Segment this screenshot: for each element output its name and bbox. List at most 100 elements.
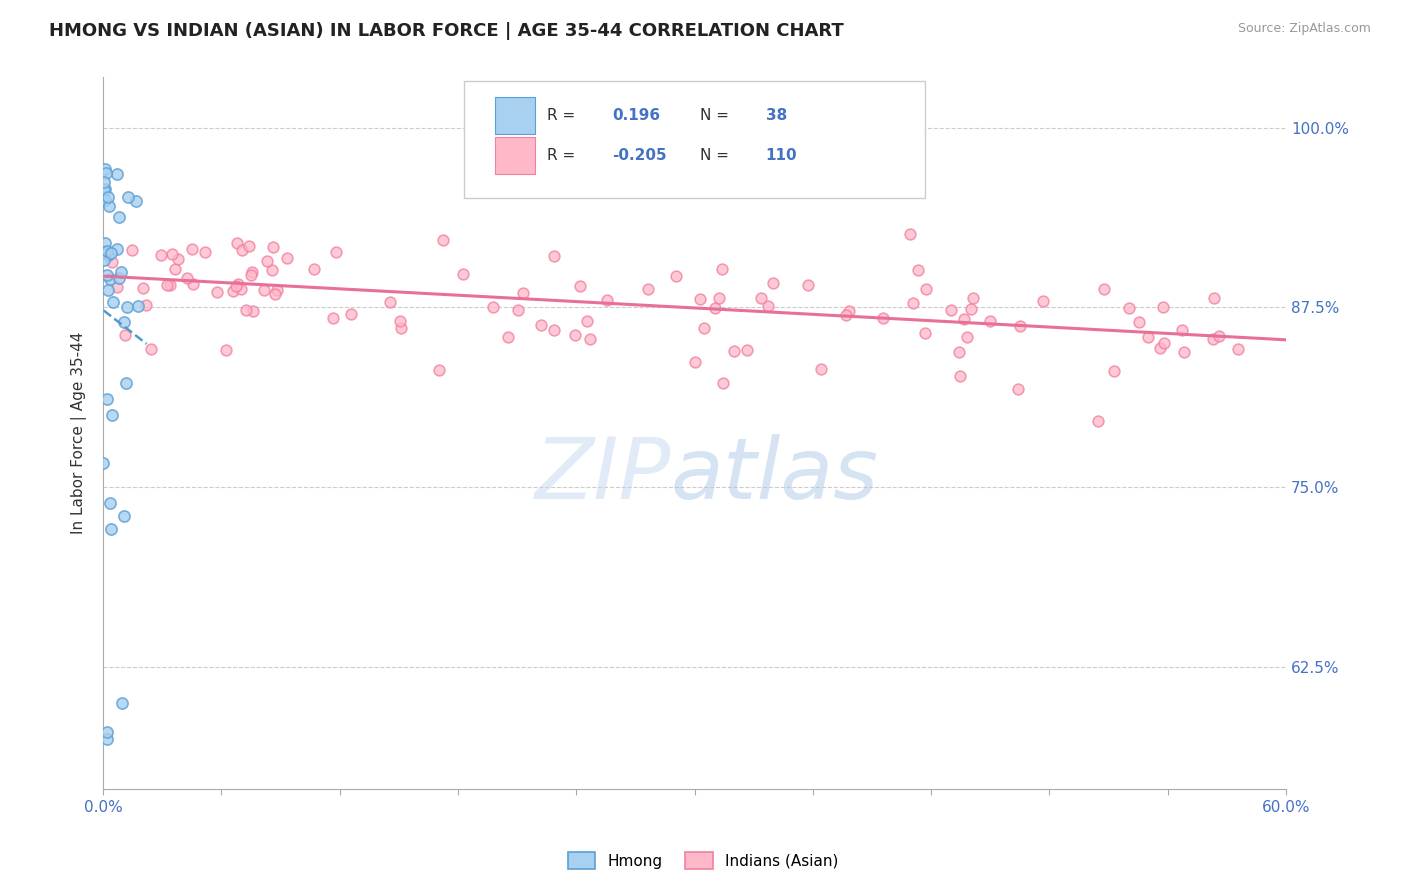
Point bbox=[683, 355, 706, 369]
Point bbox=[1153, 335, 1175, 350]
Point bbox=[709, 292, 731, 306]
Point bbox=[117, 190, 139, 204]
Point bbox=[125, 194, 148, 208]
Point bbox=[530, 318, 553, 332]
Point bbox=[1007, 382, 1029, 396]
Point bbox=[340, 307, 363, 321]
Point bbox=[96, 724, 118, 739]
Point bbox=[194, 245, 217, 260]
Point bbox=[388, 313, 411, 327]
Point bbox=[112, 315, 135, 329]
Point bbox=[915, 282, 938, 296]
Point bbox=[107, 167, 129, 181]
Point bbox=[1202, 332, 1225, 346]
Point bbox=[953, 311, 976, 326]
Point bbox=[949, 368, 972, 383]
Point bbox=[101, 255, 124, 269]
Point bbox=[105, 242, 128, 256]
Point bbox=[735, 343, 758, 358]
Point bbox=[614, 113, 637, 128]
Text: N =: N = bbox=[700, 148, 730, 163]
Point bbox=[98, 496, 121, 510]
Point bbox=[264, 287, 287, 301]
Point bbox=[1173, 345, 1195, 359]
Point bbox=[176, 271, 198, 285]
Point bbox=[756, 299, 779, 313]
Point bbox=[231, 244, 253, 258]
Point bbox=[98, 272, 121, 286]
Point bbox=[93, 194, 115, 208]
Point bbox=[1087, 414, 1109, 428]
Point bbox=[114, 376, 136, 390]
Text: 110: 110 bbox=[765, 148, 797, 163]
Point bbox=[165, 262, 187, 277]
Point bbox=[762, 277, 785, 291]
Text: R =: R = bbox=[547, 108, 575, 123]
Point bbox=[114, 328, 136, 343]
Point bbox=[94, 182, 117, 196]
Point bbox=[93, 175, 115, 189]
Point bbox=[93, 456, 115, 470]
Point bbox=[108, 271, 131, 285]
Point bbox=[96, 268, 118, 283]
Point bbox=[94, 235, 117, 250]
Point bbox=[543, 323, 565, 337]
Point bbox=[579, 332, 602, 346]
Point bbox=[180, 243, 202, 257]
Point bbox=[205, 285, 228, 300]
Point bbox=[221, 285, 243, 299]
Point bbox=[1136, 329, 1159, 343]
Point bbox=[121, 244, 143, 258]
Point bbox=[956, 330, 979, 344]
Point bbox=[159, 278, 181, 293]
Point bbox=[596, 293, 619, 307]
Point bbox=[256, 254, 278, 268]
Point bbox=[810, 361, 832, 376]
Point bbox=[903, 295, 925, 310]
Point bbox=[1128, 314, 1150, 328]
Point bbox=[225, 279, 247, 293]
Text: ZIP: ZIP bbox=[534, 434, 671, 517]
FancyBboxPatch shape bbox=[495, 137, 534, 174]
Point bbox=[898, 227, 921, 241]
Point bbox=[1149, 341, 1171, 355]
Point bbox=[907, 263, 929, 277]
Text: 38: 38 bbox=[765, 108, 787, 123]
Point bbox=[115, 301, 138, 315]
Point bbox=[543, 249, 565, 263]
Point bbox=[112, 508, 135, 523]
Point bbox=[238, 239, 260, 253]
Point bbox=[914, 326, 936, 340]
Point bbox=[93, 253, 115, 268]
Point bbox=[1170, 323, 1192, 337]
Point bbox=[127, 300, 149, 314]
Point bbox=[229, 282, 252, 296]
Text: -0.205: -0.205 bbox=[612, 148, 666, 163]
Point bbox=[948, 345, 970, 359]
Point bbox=[93, 183, 115, 197]
Point bbox=[1202, 291, 1225, 305]
Legend: Hmong, Indians (Asian): Hmong, Indians (Asian) bbox=[561, 846, 845, 875]
Point bbox=[97, 283, 120, 297]
Point bbox=[101, 408, 124, 422]
Point bbox=[276, 252, 298, 266]
Point bbox=[432, 233, 454, 247]
Point bbox=[427, 363, 450, 377]
Point bbox=[226, 277, 249, 292]
Point bbox=[512, 286, 534, 301]
Point bbox=[568, 279, 591, 293]
Point bbox=[872, 310, 894, 325]
Point bbox=[1102, 364, 1125, 378]
Point bbox=[166, 252, 188, 266]
Point bbox=[564, 328, 586, 343]
Point bbox=[97, 248, 120, 262]
Point bbox=[97, 199, 120, 213]
Point bbox=[96, 731, 118, 746]
Point bbox=[215, 343, 238, 358]
Point bbox=[508, 303, 530, 318]
Text: atlas: atlas bbox=[671, 434, 879, 517]
Point bbox=[325, 244, 347, 259]
Point bbox=[141, 342, 163, 356]
Point bbox=[962, 291, 984, 305]
Text: R =: R = bbox=[547, 148, 575, 163]
